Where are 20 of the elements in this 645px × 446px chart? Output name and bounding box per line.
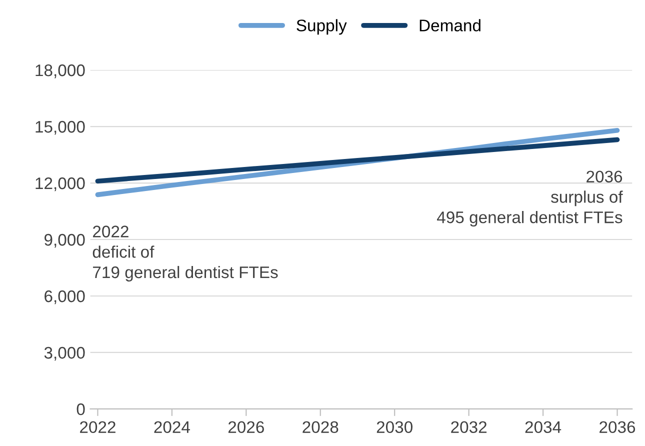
x-tick-label: 2024 <box>154 421 190 434</box>
y-tick-label: 12,000 <box>36 177 85 192</box>
legend-label: Demand <box>420 19 480 32</box>
y-tick-label: 18,000 <box>36 64 85 78</box>
x-tick-label: 2030 <box>376 421 412 434</box>
x-tick-label: 2032 <box>451 421 487 434</box>
y-tick-label: 6,000 <box>44 290 85 304</box>
x-tick-label: 2022 <box>80 421 116 434</box>
annotation: 2022 deficit of 719 general dentist FTEs <box>92 226 278 282</box>
line-series <box>95 137 620 184</box>
annotation: 2036 surplus of 495 general dentist FTEs <box>436 170 623 227</box>
y-tick-label: 15,000 <box>36 120 85 135</box>
x-tick-label: 2036 <box>600 421 636 434</box>
y-tick-label: 0 <box>76 403 85 416</box>
x-tick-label: 2026 <box>228 421 264 434</box>
y-tick-label: 3,000 <box>44 346 85 361</box>
x-tick-label: 2028 <box>302 421 338 434</box>
legend-label: Supply <box>296 19 347 35</box>
x-tick-label: 2034 <box>525 421 562 434</box>
y-tick-label: 9,000 <box>44 234 85 248</box>
